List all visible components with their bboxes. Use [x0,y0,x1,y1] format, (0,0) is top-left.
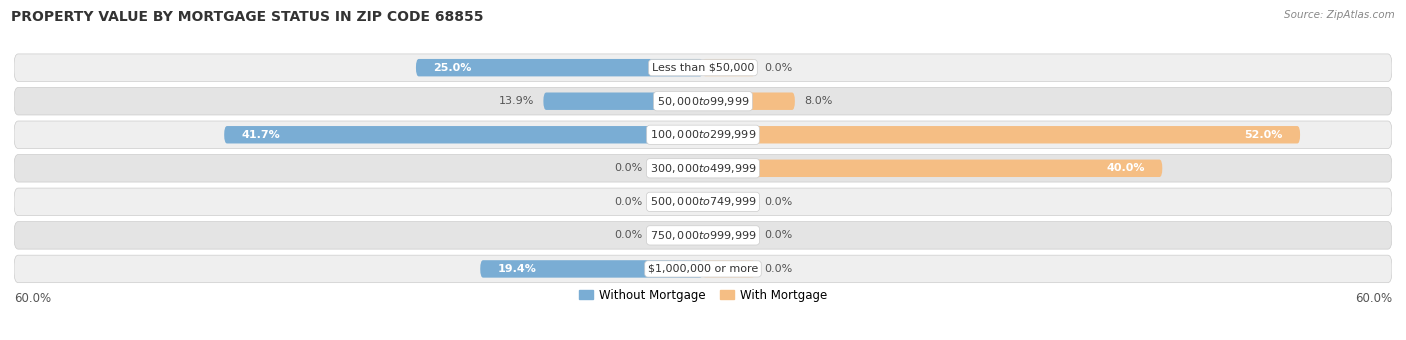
Text: Source: ZipAtlas.com: Source: ZipAtlas.com [1284,10,1395,20]
Text: 0.0%: 0.0% [614,163,643,173]
Text: 60.0%: 60.0% [14,292,51,305]
FancyBboxPatch shape [651,159,703,177]
FancyBboxPatch shape [14,222,1392,249]
Text: $300,000 to $499,999: $300,000 to $499,999 [650,162,756,175]
FancyBboxPatch shape [481,260,703,278]
FancyBboxPatch shape [703,193,755,210]
FancyBboxPatch shape [14,121,1392,149]
FancyBboxPatch shape [703,159,1163,177]
FancyBboxPatch shape [543,92,703,110]
Text: 25.0%: 25.0% [433,63,471,73]
FancyBboxPatch shape [14,87,1392,115]
Text: 52.0%: 52.0% [1244,130,1282,140]
Text: 0.0%: 0.0% [763,63,792,73]
Text: 0.0%: 0.0% [763,197,792,207]
FancyBboxPatch shape [703,59,755,76]
Text: 8.0%: 8.0% [804,96,832,106]
Text: $750,000 to $999,999: $750,000 to $999,999 [650,229,756,242]
Text: 40.0%: 40.0% [1107,163,1144,173]
Text: 13.9%: 13.9% [499,96,534,106]
Text: PROPERTY VALUE BY MORTGAGE STATUS IN ZIP CODE 68855: PROPERTY VALUE BY MORTGAGE STATUS IN ZIP… [11,10,484,24]
FancyBboxPatch shape [703,260,755,278]
FancyBboxPatch shape [703,126,1301,143]
Text: $500,000 to $749,999: $500,000 to $749,999 [650,195,756,208]
FancyBboxPatch shape [703,92,794,110]
Text: 0.0%: 0.0% [763,231,792,240]
Text: 0.0%: 0.0% [763,264,792,274]
FancyBboxPatch shape [14,54,1392,82]
Text: 60.0%: 60.0% [1355,292,1392,305]
FancyBboxPatch shape [224,126,703,143]
FancyBboxPatch shape [14,255,1392,283]
Text: 0.0%: 0.0% [614,231,643,240]
Text: 19.4%: 19.4% [498,264,536,274]
Legend: Without Mortgage, With Mortgage: Without Mortgage, With Mortgage [574,284,832,306]
Text: $100,000 to $299,999: $100,000 to $299,999 [650,128,756,141]
FancyBboxPatch shape [651,193,703,210]
Text: $1,000,000 or more: $1,000,000 or more [648,264,758,274]
Text: 0.0%: 0.0% [614,197,643,207]
FancyBboxPatch shape [416,59,703,76]
FancyBboxPatch shape [651,227,703,244]
FancyBboxPatch shape [14,188,1392,216]
FancyBboxPatch shape [14,155,1392,182]
Text: 41.7%: 41.7% [242,130,280,140]
Text: $50,000 to $99,999: $50,000 to $99,999 [657,95,749,108]
Text: Less than $50,000: Less than $50,000 [652,63,754,73]
FancyBboxPatch shape [703,227,755,244]
